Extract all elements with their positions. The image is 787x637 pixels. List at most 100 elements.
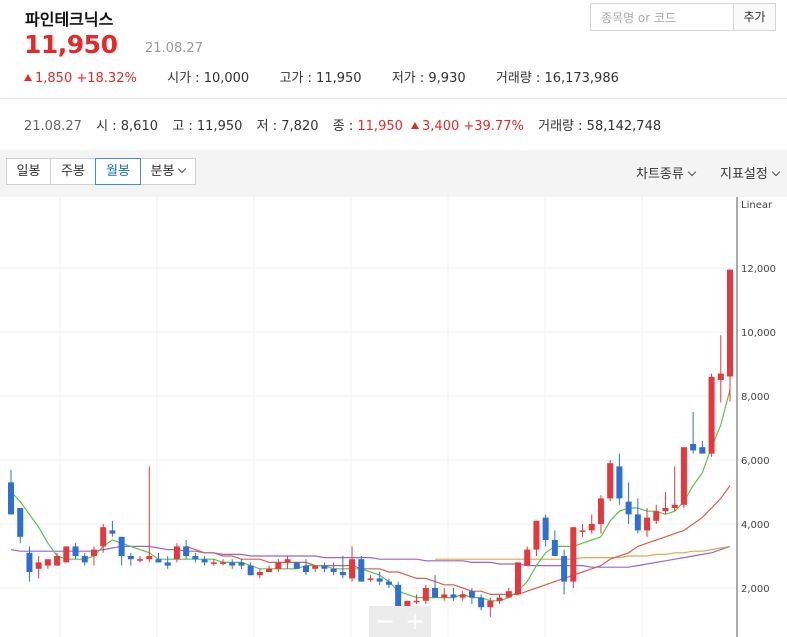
low-label: 저가 : bbox=[391, 71, 429, 86]
search-input[interactable] bbox=[599, 5, 733, 31]
chart-type-menu[interactable]: 차트종류 bbox=[636, 163, 697, 182]
candle bbox=[210, 559, 217, 566]
summary-low-label: 저 : bbox=[256, 119, 282, 134]
candle bbox=[690, 412, 697, 454]
candle-body bbox=[8, 482, 14, 515]
y-tick-label: 4,000 bbox=[741, 520, 770, 531]
candle-body bbox=[514, 562, 521, 595]
candle-body bbox=[625, 501, 632, 515]
summary-volume: 58,142,748 bbox=[586, 119, 662, 134]
candle-body bbox=[717, 373, 724, 380]
chevron-down-icon bbox=[771, 167, 781, 177]
candle bbox=[644, 508, 651, 537]
indicator-settings-menu[interactable]: 지표설정 bbox=[720, 163, 781, 182]
candle bbox=[330, 562, 337, 576]
candle bbox=[413, 594, 420, 604]
candle bbox=[63, 546, 70, 563]
y-tick-label: 2,000 bbox=[741, 584, 770, 595]
tab-monthly[interactable]: 월봉 bbox=[95, 158, 141, 185]
tab-minute[interactable]: 분봉 bbox=[140, 158, 196, 185]
candle-body bbox=[671, 504, 678, 508]
period-summary-row: 21.08.27 시 : 8,610 고 : 11,950 저 : 7,820 … bbox=[24, 115, 661, 134]
candle bbox=[699, 440, 706, 454]
candle-body bbox=[570, 527, 577, 582]
candle-body bbox=[210, 562, 217, 564]
candle-body bbox=[201, 559, 208, 563]
candle bbox=[155, 552, 162, 563]
candle bbox=[597, 495, 604, 534]
candle-body bbox=[690, 444, 697, 451]
candle-body bbox=[54, 556, 61, 566]
y-tick-label: 12,000 bbox=[741, 264, 776, 275]
candle bbox=[8, 469, 14, 515]
candle-body bbox=[266, 568, 273, 572]
stock-name: 파인테크닉스 bbox=[25, 10, 114, 29]
candle bbox=[514, 562, 521, 595]
summary-open-label: 시 : bbox=[96, 119, 121, 134]
candle-body bbox=[173, 546, 180, 560]
candle-body bbox=[284, 559, 291, 563]
candle-body bbox=[680, 447, 687, 505]
open-label: 시가 : bbox=[167, 71, 204, 86]
candle bbox=[72, 543, 79, 560]
candle-body bbox=[413, 600, 420, 603]
summary-low: 7,820 bbox=[281, 119, 319, 134]
candle bbox=[146, 466, 153, 563]
up-triangle-icon bbox=[24, 74, 32, 81]
candle-body bbox=[183, 546, 190, 556]
price-change-row: 1,850 +18.32% 시가 : 10,000 고가 : 11,950 저가… bbox=[24, 67, 619, 86]
ma120-line bbox=[435, 545, 731, 560]
candle-body bbox=[459, 594, 466, 598]
candle-body bbox=[63, 546, 70, 563]
candle bbox=[542, 514, 549, 547]
indicator-label: 지표설정 bbox=[720, 167, 768, 182]
tab-weekly[interactable]: 주봉 bbox=[50, 158, 96, 185]
candle-body bbox=[579, 530, 586, 532]
candle-body bbox=[699, 447, 706, 454]
candle bbox=[505, 588, 512, 598]
candle-body bbox=[339, 572, 346, 576]
chevron-down-icon bbox=[178, 164, 187, 174]
candle bbox=[616, 453, 623, 505]
candle-body bbox=[238, 562, 245, 566]
candle-body bbox=[109, 530, 116, 534]
candle-body bbox=[450, 594, 457, 598]
candle-body bbox=[312, 565, 319, 569]
candle bbox=[671, 466, 678, 512]
summary-volume-label: 거래량 : bbox=[538, 119, 587, 134]
zoom-out-button[interactable]: − bbox=[374, 607, 396, 635]
scale-label: Linear bbox=[741, 200, 773, 211]
candle bbox=[192, 552, 199, 563]
candle bbox=[173, 543, 180, 563]
zoom-in-button[interactable]: + bbox=[404, 607, 426, 635]
candle bbox=[137, 556, 144, 563]
candle-body bbox=[349, 559, 356, 579]
candle bbox=[358, 556, 365, 582]
ma5-line bbox=[10, 389, 731, 602]
tab-minute-label: 분봉 bbox=[150, 164, 175, 179]
y-tick-label: 6,000 bbox=[741, 456, 770, 467]
candle bbox=[26, 546, 33, 582]
candle bbox=[727, 269, 733, 402]
candle-body bbox=[321, 565, 328, 569]
candle-body bbox=[220, 562, 227, 564]
candle-body bbox=[256, 572, 263, 576]
candle-body bbox=[496, 597, 503, 601]
tab-daily[interactable]: 일봉 bbox=[6, 158, 51, 185]
candlestick-chart[interactable]: Linear 2,000 4,000 6,000 8,000 10,000 12,000 bbox=[0, 197, 787, 637]
candle bbox=[367, 575, 374, 582]
candle bbox=[524, 546, 531, 566]
candle-body bbox=[441, 594, 448, 598]
candle-body bbox=[634, 514, 641, 531]
candle-body bbox=[26, 552, 33, 572]
chevron-down-icon bbox=[687, 167, 697, 177]
up-triangle-icon bbox=[411, 122, 420, 129]
candle-body bbox=[35, 562, 42, 569]
candle bbox=[561, 549, 568, 595]
candle-body bbox=[385, 581, 392, 585]
add-button[interactable]: 추가 bbox=[734, 3, 776, 31]
candle bbox=[708, 373, 715, 457]
candle bbox=[293, 562, 300, 569]
summary-change-percent: +39.77% bbox=[463, 119, 524, 134]
summary-change: 3,400 bbox=[422, 119, 460, 134]
